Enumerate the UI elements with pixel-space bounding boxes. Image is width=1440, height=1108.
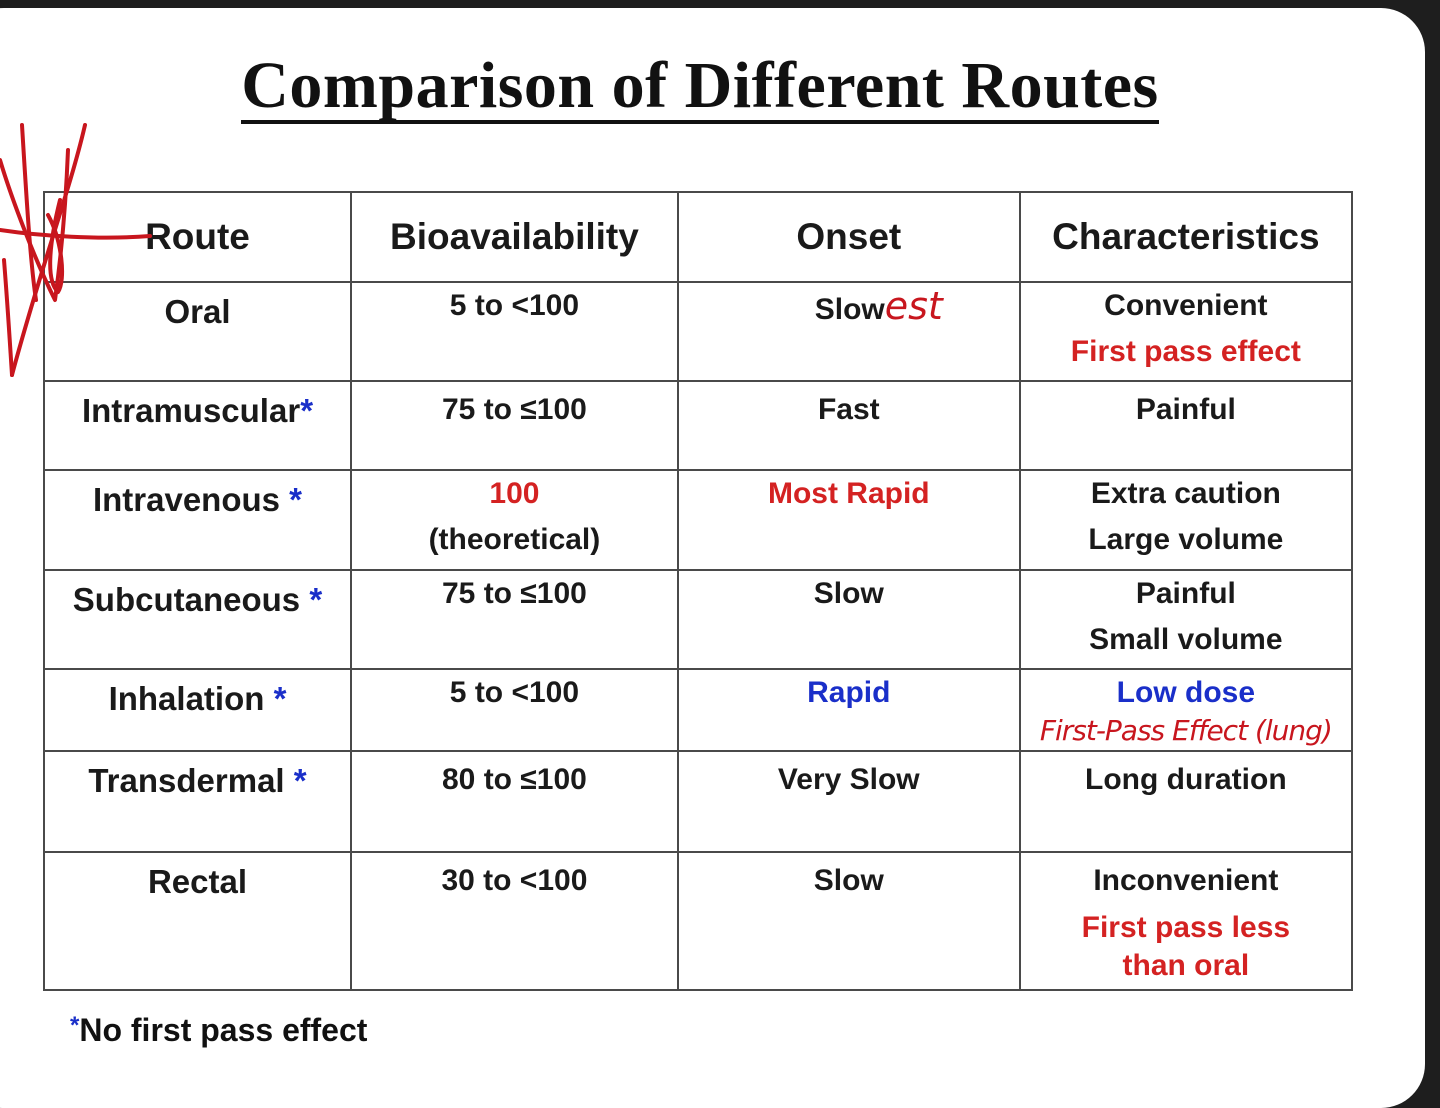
table-row: Subcutaneous * 75 to ≤100 Slow Painful S… xyxy=(43,569,1354,670)
characteristic-line: Painful xyxy=(1135,393,1236,426)
characteristics-cell: Extra caution Large volume xyxy=(1018,469,1354,571)
bioavailability-value: 80 to ≤100 xyxy=(441,763,587,796)
routes-table: Route Bioavailability Onset Characterist… xyxy=(43,191,1354,991)
onset-value: Fast xyxy=(817,393,880,426)
onset-cell: Very Slow xyxy=(676,750,1021,853)
onset-cell: Slow xyxy=(676,851,1021,991)
handwritten-first-pass-lung: First-Pass Effect (lung) xyxy=(1039,714,1333,747)
table-row: Intramuscular* 75 to ≤100 Fast Painful xyxy=(43,380,1354,471)
route-cell: Transdermal * xyxy=(43,750,352,853)
route-cell: Rectal xyxy=(43,851,352,991)
handwritten-est: est xyxy=(884,284,943,328)
table-row: Transdermal * 80 to ≤100 Very Slow Long … xyxy=(43,750,1354,853)
table-row: Intravenous * 100 (theoretical) Most Rap… xyxy=(43,469,1354,571)
characteristics-cell: Low dose First-Pass Effect (lung) xyxy=(1018,668,1354,752)
header-onset: Onset xyxy=(676,191,1021,283)
route-name: Oral xyxy=(164,293,231,330)
route-name: Intramuscular* xyxy=(81,392,314,429)
characteristic-line: Low dose xyxy=(1116,676,1256,709)
route-name: Inhalation * xyxy=(108,680,287,717)
characteristic-line: Small volume xyxy=(1089,623,1283,656)
characteristic-line: Painful xyxy=(1135,577,1236,610)
bioavailability-cell: 5 to <100 xyxy=(349,668,679,752)
onset-cell: Fast xyxy=(676,380,1021,471)
bioavailability-note: (theoretical) xyxy=(428,523,601,556)
route-cell: Intravenous * xyxy=(43,469,352,571)
footnote: *No first pass effect xyxy=(70,1012,367,1049)
onset-cell: Slowest xyxy=(676,281,1021,382)
route-name: Rectal xyxy=(147,863,248,900)
bioavailability-cell: 75 to ≤100 xyxy=(349,380,679,471)
slide-title: Comparison of Different Routes xyxy=(0,48,1400,125)
characteristics-cell: Long duration xyxy=(1018,750,1354,853)
onset-cell: Most Rapid xyxy=(676,469,1021,571)
bioavailability-value: 75 to ≤100 xyxy=(441,393,587,426)
bioavailability-cell: 75 to ≤100 xyxy=(349,569,679,670)
characteristic-line: First pass less xyxy=(1081,911,1291,944)
onset-value: Most Rapid xyxy=(767,477,930,510)
header-route: Route xyxy=(43,191,352,283)
characteristic-line: Extra caution xyxy=(1090,477,1281,510)
route-name: Subcutaneous * xyxy=(72,581,323,618)
footnote-star: * xyxy=(70,1012,80,1039)
header-characteristics: Characteristics xyxy=(1018,191,1354,283)
onset-value: Rapid xyxy=(807,676,891,709)
bioavailability-cell: 30 to <100 xyxy=(349,851,679,991)
bioavailability-value: 5 to <100 xyxy=(449,289,580,322)
onset-cell: Slow xyxy=(676,569,1021,670)
table-row: Oral 5 to <100 Slowest Convenient First … xyxy=(43,281,1354,382)
bioavailability-value: 100 xyxy=(489,477,540,510)
onset-value: Slow xyxy=(813,864,884,897)
characteristics-cell: Painful xyxy=(1018,380,1354,471)
bioavailability-cell: 100 (theoretical) xyxy=(349,469,679,571)
bioavailability-cell: 80 to ≤100 xyxy=(349,750,679,853)
table-header-row: Route Bioavailability Onset Characterist… xyxy=(43,191,1354,283)
characteristics-cell: Painful Small volume xyxy=(1018,569,1354,670)
characteristic-line: First pass effect xyxy=(1070,335,1301,368)
route-cell: Oral xyxy=(43,281,352,382)
screenshot-frame: Comparison of Different Routes Route Bio… xyxy=(0,8,1425,1108)
route-cell: Inhalation * xyxy=(43,668,352,752)
bioavailability-cell: 5 to <100 xyxy=(349,281,679,382)
table-row: Rectal 30 to <100 Slow Inconvenient Firs… xyxy=(43,851,1354,991)
characteristic-line: Convenient xyxy=(1104,289,1268,322)
characteristic-line: Inconvenient xyxy=(1093,864,1279,897)
characteristics-cell: Convenient First pass effect xyxy=(1018,281,1354,382)
slide-title-text: Comparison of Different Routes xyxy=(241,51,1159,125)
route-name: Transdermal * xyxy=(88,762,307,799)
bioavailability-value: 30 to <100 xyxy=(441,864,588,897)
onset-value: Slow xyxy=(813,577,884,610)
route-cell: Intramuscular* xyxy=(43,380,352,471)
footnote-text: No first pass effect xyxy=(79,1012,368,1048)
onset-value: Slowest xyxy=(814,284,943,328)
onset-value: Very Slow xyxy=(777,763,920,796)
characteristic-line: Large volume xyxy=(1088,523,1284,556)
bioavailability-value: 5 to <100 xyxy=(449,676,580,709)
header-bioavailability: Bioavailability xyxy=(349,191,679,283)
bioavailability-value: 75 to ≤100 xyxy=(441,577,587,610)
characteristic-line: than oral xyxy=(1122,949,1250,982)
characteristics-cell: Inconvenient First pass less than oral xyxy=(1018,851,1354,991)
table-row: Inhalation * 5 to <100 Rapid Low dose Fi… xyxy=(43,668,1354,752)
route-cell: Subcutaneous * xyxy=(43,569,352,670)
characteristic-line: Long duration xyxy=(1085,763,1287,796)
route-name: Intravenous * xyxy=(92,481,303,518)
onset-cell: Rapid xyxy=(676,668,1021,752)
